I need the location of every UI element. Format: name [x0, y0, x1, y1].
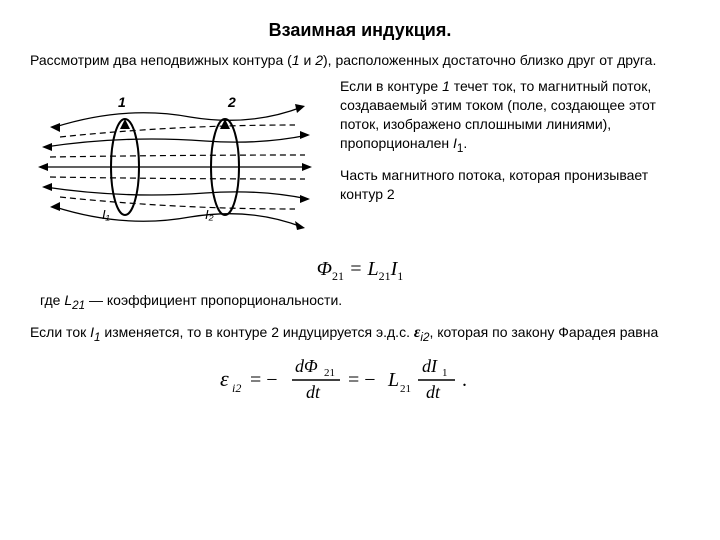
- svg-text:= −: = −: [348, 369, 376, 391]
- svg-text:21: 21: [400, 383, 411, 395]
- svg-text:dI: dI: [422, 356, 438, 376]
- paragraph-1: Если в контуре 1 течет ток, то магнитный…: [340, 77, 690, 156]
- svg-text:dΦ: dΦ: [295, 356, 318, 376]
- svg-text:= −: = −: [250, 369, 278, 391]
- svg-text:ε: ε: [220, 366, 229, 391]
- svg-text:I₁: I₁: [102, 207, 110, 222]
- svg-text:i2: i2: [232, 381, 241, 395]
- formula-phi21: Φ21 = L21I1: [30, 258, 690, 284]
- svg-text:L: L: [387, 369, 399, 391]
- paragraph-2: Часть магнитного потока, которая пронизы…: [340, 166, 690, 204]
- page-title: Взаимная индукция.: [30, 20, 690, 41]
- intro-paragraph: Рассмотрим два неподвижных контура (1 и …: [30, 51, 690, 69]
- formula-emf: ε i2 = − dΦ 21 dt = − L 21 dI 1 dt .: [30, 350, 690, 411]
- svg-text:1: 1: [118, 94, 126, 110]
- svg-text:.: .: [462, 369, 467, 391]
- paragraph-3: Если ток I1 изменяется, то в контуре 2 и…: [30, 322, 690, 346]
- mutual-induction-diagram: 1 2 I₁ I₂: [30, 77, 320, 252]
- svg-text:21: 21: [324, 367, 335, 379]
- svg-text:2: 2: [227, 94, 236, 110]
- svg-text:1: 1: [442, 367, 448, 379]
- svg-text:dt: dt: [426, 382, 441, 402]
- where-clause: где L21 — коэффициент пропорциональности…: [40, 292, 690, 312]
- svg-text:dt: dt: [306, 382, 321, 402]
